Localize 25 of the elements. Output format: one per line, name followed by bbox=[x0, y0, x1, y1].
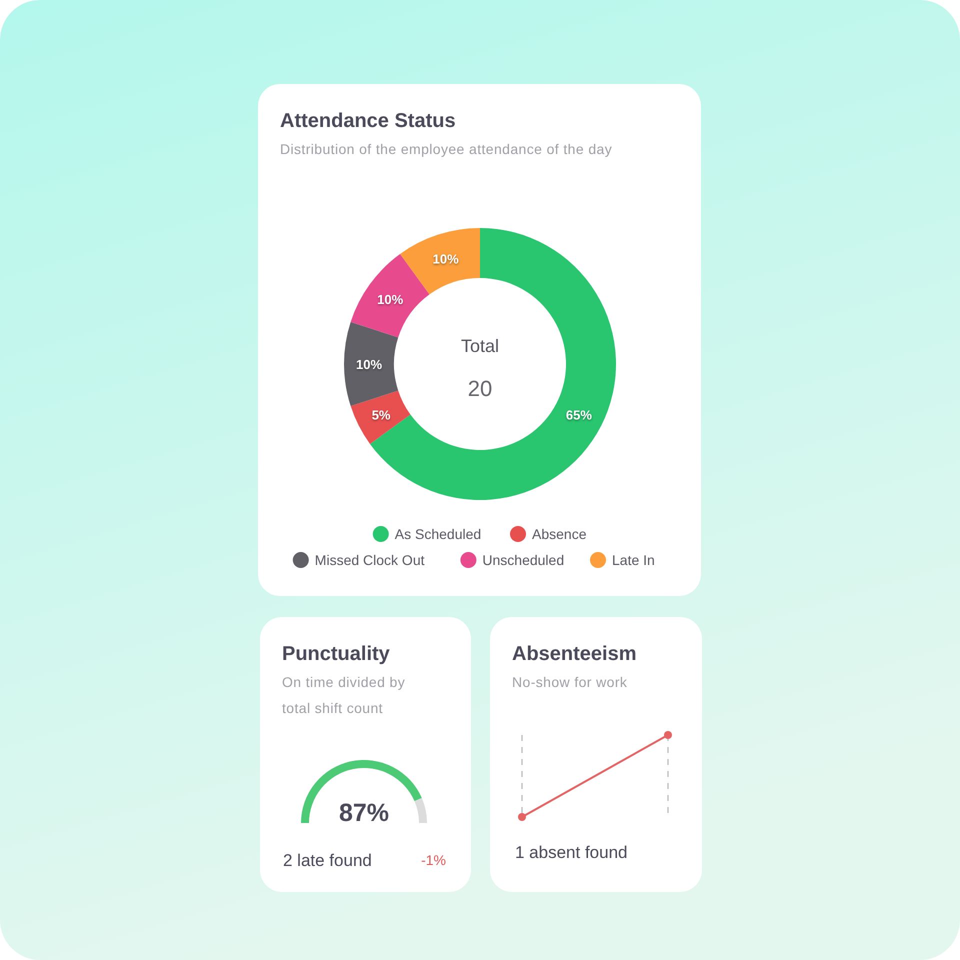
chart-title: Punctuality bbox=[282, 643, 391, 665]
legend-label: As Scheduled bbox=[394, 526, 482, 542]
text: -1% bbox=[421, 852, 446, 868]
chart-subtitle: On time divided by total shift count bbox=[282, 674, 406, 716]
legend-label: Late In bbox=[612, 552, 655, 568]
chart-subtitle: No-show for work bbox=[512, 674, 628, 690]
chart-title: Attendance Status bbox=[280, 110, 456, 132]
text: 2 late found bbox=[283, 851, 372, 870]
donut-slice bbox=[400, 228, 480, 294]
donut-slice bbox=[344, 322, 398, 406]
donut-slice bbox=[350, 254, 430, 338]
data-label: 87% bbox=[338, 799, 390, 827]
legend-label: Absence bbox=[532, 526, 587, 542]
chart-subtitle: Distribution of the employee attendance of the day bbox=[280, 141, 612, 157]
data-label: 10% bbox=[356, 357, 382, 372]
data-label: 65% bbox=[566, 407, 592, 422]
text: 20 bbox=[468, 376, 492, 401]
data-label: 5% bbox=[372, 407, 391, 422]
data-label: 10% bbox=[432, 251, 460, 266]
data-label: 10% bbox=[377, 292, 404, 307]
text: 1 absent found bbox=[515, 843, 628, 862]
legend-label: Unscheduled bbox=[482, 552, 564, 568]
chart-title: Absenteeism bbox=[512, 643, 636, 665]
legend-label: Missed Clock Out bbox=[314, 552, 425, 568]
text: Total bbox=[460, 336, 500, 356]
